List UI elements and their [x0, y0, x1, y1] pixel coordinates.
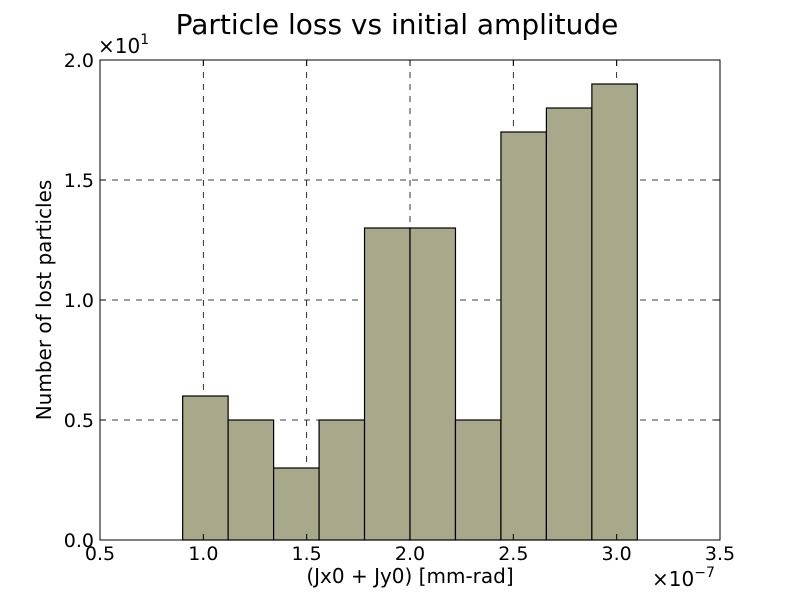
chart-title: Particle loss vs initial amplitude: [176, 8, 619, 41]
x-axis-label: (Jx0 + Jy0) [mm-rad]: [306, 564, 513, 588]
histogram-bar: [227, 419, 275, 541]
y-tick-label: 2.0: [64, 50, 94, 72]
y-tick-label: 0.5: [64, 410, 94, 432]
axis-ticks: [99, 59, 721, 541]
histogram-bar: [318, 419, 366, 541]
x-axis-multiplier: ×10−7: [652, 565, 715, 591]
bars: [182, 83, 638, 541]
y-tick-label: 1.5: [64, 170, 94, 192]
histogram-bar: [591, 83, 638, 541]
x-tick-label: 3.0: [602, 543, 632, 565]
x-tick-label: 2.5: [498, 543, 528, 565]
y-axis-label: Number of lost particles: [32, 180, 56, 421]
x-tick-label: 0.5: [85, 543, 115, 565]
histogram-bar: [545, 107, 593, 541]
histogram-bar: [409, 227, 457, 541]
y-axis-multiplier: ×101: [98, 32, 149, 58]
x-tick-label: 1.5: [292, 543, 322, 565]
axis-tick-labels: 0.5 1.0 1.5 2.0 2.5 3.0 3.50.00.51.01.52.0: [64, 50, 735, 565]
x-tick-label: 2.0: [395, 543, 425, 565]
histogram-bar: [273, 467, 320, 541]
histogram-bar: [363, 227, 411, 541]
histogram-bar: [454, 419, 502, 541]
x-tick-label: 1.0: [188, 543, 218, 565]
x-tick-label: 3.5: [705, 543, 735, 565]
histogram-bar: [182, 395, 229, 541]
histogram-bar: [500, 131, 547, 541]
y-tick-label: 0.0: [64, 530, 94, 552]
y-tick-label: 1.0: [64, 290, 94, 312]
